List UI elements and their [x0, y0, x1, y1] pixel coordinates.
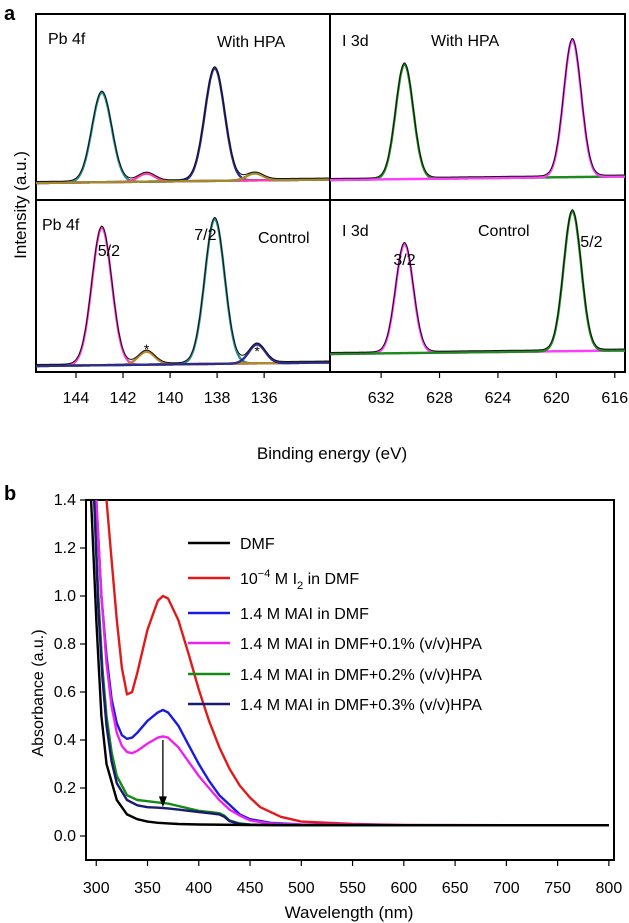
x-tick-label: 142: [110, 390, 137, 407]
y-tick-label: 0.2: [54, 780, 76, 797]
y-tick-label: 0.0: [54, 828, 76, 845]
x-tick-label: 750: [544, 880, 571, 897]
series-line-4: [93, 500, 609, 827]
y-tick-label: 1.2: [54, 540, 76, 557]
series-line-3: [95, 500, 609, 827]
subplot-condition: With HPA: [431, 33, 499, 50]
subplot-condition: Control: [258, 230, 310, 247]
x-tick-label: 400: [185, 880, 212, 897]
series-line-0: [89, 500, 609, 827]
x-tick-label: 616: [601, 390, 628, 407]
legend-entry: 1.4 M MAI in DMF+0.3% (v/v)HPA: [240, 697, 482, 714]
subplot-frame: [329, 199, 626, 373]
x-tick-label: 136: [251, 390, 278, 407]
y-tick-label: 0.8: [54, 636, 76, 653]
subplot-pb-hpa: Pb 4f With HPA: [35, 13, 331, 201]
subplot-label: Pb 4f: [42, 217, 80, 234]
x-tick-label: 800: [596, 880, 623, 897]
y-tick-label: 0.6: [54, 684, 76, 701]
y-tick-label: 0.4: [54, 732, 76, 749]
panel-a-xlabel: Binding energy (eV): [257, 444, 407, 463]
x-tick-label: 450: [237, 880, 264, 897]
legend-entry: 1.4 M MAI in DMF+0.2% (v/v)HPA: [240, 667, 482, 684]
arrow-head: [158, 796, 167, 808]
x-tick-label: 632: [368, 390, 395, 407]
x-tick-label: 550: [339, 880, 366, 897]
legend-entry: 10−4 M I2 in DMF: [240, 568, 359, 592]
peak-label: 3/2: [393, 252, 415, 269]
peak-label: 7/2: [194, 227, 216, 244]
subplot-label: I 3d: [342, 33, 369, 50]
peak-fit-3: [35, 172, 331, 185]
x-tick-label: 650: [442, 880, 469, 897]
measured-curve: [36, 66, 330, 182]
peak-label: *: [254, 343, 260, 359]
subplot-condition: With HPA: [217, 34, 285, 51]
series-line-5: [93, 500, 609, 827]
peak-fit-1: [35, 67, 331, 185]
peak-label: 5/2: [98, 243, 120, 260]
panel-label-b: b: [4, 483, 16, 505]
plot-frame: [85, 499, 615, 861]
subplot-frame: [35, 199, 331, 373]
x-tick-label: 144: [63, 390, 90, 407]
panel-b-ylabel: Absorbance (a.u.): [30, 629, 47, 756]
panel-b-plot: 0.0 0.2 0.4 0.6 0.8 1.0 1.2 1.4 300 350 400 450 500 5…: [54, 492, 623, 897]
peak-fit-0: [35, 91, 331, 185]
measured-curve: [36, 216, 330, 365]
subplot-label: I 3d: [342, 223, 369, 240]
x-tick-label: 600: [390, 880, 417, 897]
subplot-i-hpa: I 3d With HPA: [329, 13, 626, 201]
y-tick-label: 1.4: [54, 492, 76, 509]
panel-a-plots: Pb 4f With HPA Pb 4f Control 5/2 7/2 * * I 3d Wit…: [35, 13, 628, 407]
measured-curve: [330, 209, 625, 353]
series-group: [89, 500, 609, 827]
x-tick-label: 300: [83, 880, 110, 897]
peak-fit-3: [35, 343, 331, 368]
peak-fit-1: [329, 38, 626, 182]
x-tick-label: 140: [157, 390, 184, 407]
panel-label-a: a: [4, 3, 16, 25]
panel-a-xticks: 144 142 140 138 136 632 628 624 620 616: [63, 372, 628, 407]
legend-entry: 1.4 M MAI in DMF+0.1% (v/v)HPA: [240, 636, 482, 653]
peak-label: *: [144, 341, 150, 357]
x-tick-label: 138: [204, 390, 231, 407]
panel-a-ylabel: Intensity (a.u.): [11, 151, 30, 259]
peak-fit-0: [35, 226, 331, 368]
panel-b-xlabel: Wavelength (nm): [285, 903, 414, 922]
measured-curve: [330, 38, 625, 179]
series-line-2: [95, 500, 609, 827]
peak-label: 5/2: [580, 234, 602, 251]
subplot-i-control: I 3d Control 3/2 5/2: [329, 199, 626, 373]
subplot-pb-control: Pb 4f Control 5/2 7/2 * *: [35, 199, 331, 373]
x-tick-label: 350: [134, 880, 161, 897]
legend: DMF 10−4 M I2 in DMF 1.4 M MAI in DMF 1.4 M…: [188, 536, 482, 714]
subplot-label: Pb 4f: [48, 31, 86, 48]
subplot-condition: Control: [478, 223, 530, 240]
y-tick-label: 1.0: [54, 588, 76, 605]
x-tick-label: 624: [485, 390, 512, 407]
x-tick-label: 628: [426, 390, 453, 407]
legend-entry: 1.4 M MAI in DMF: [240, 606, 369, 623]
series-line-1: [105, 500, 609, 827]
legend-entry: DMF: [240, 536, 275, 553]
x-tick-label: 500: [288, 880, 315, 897]
x-tick-label: 620: [543, 390, 570, 407]
x-tick-label: 700: [493, 880, 520, 897]
